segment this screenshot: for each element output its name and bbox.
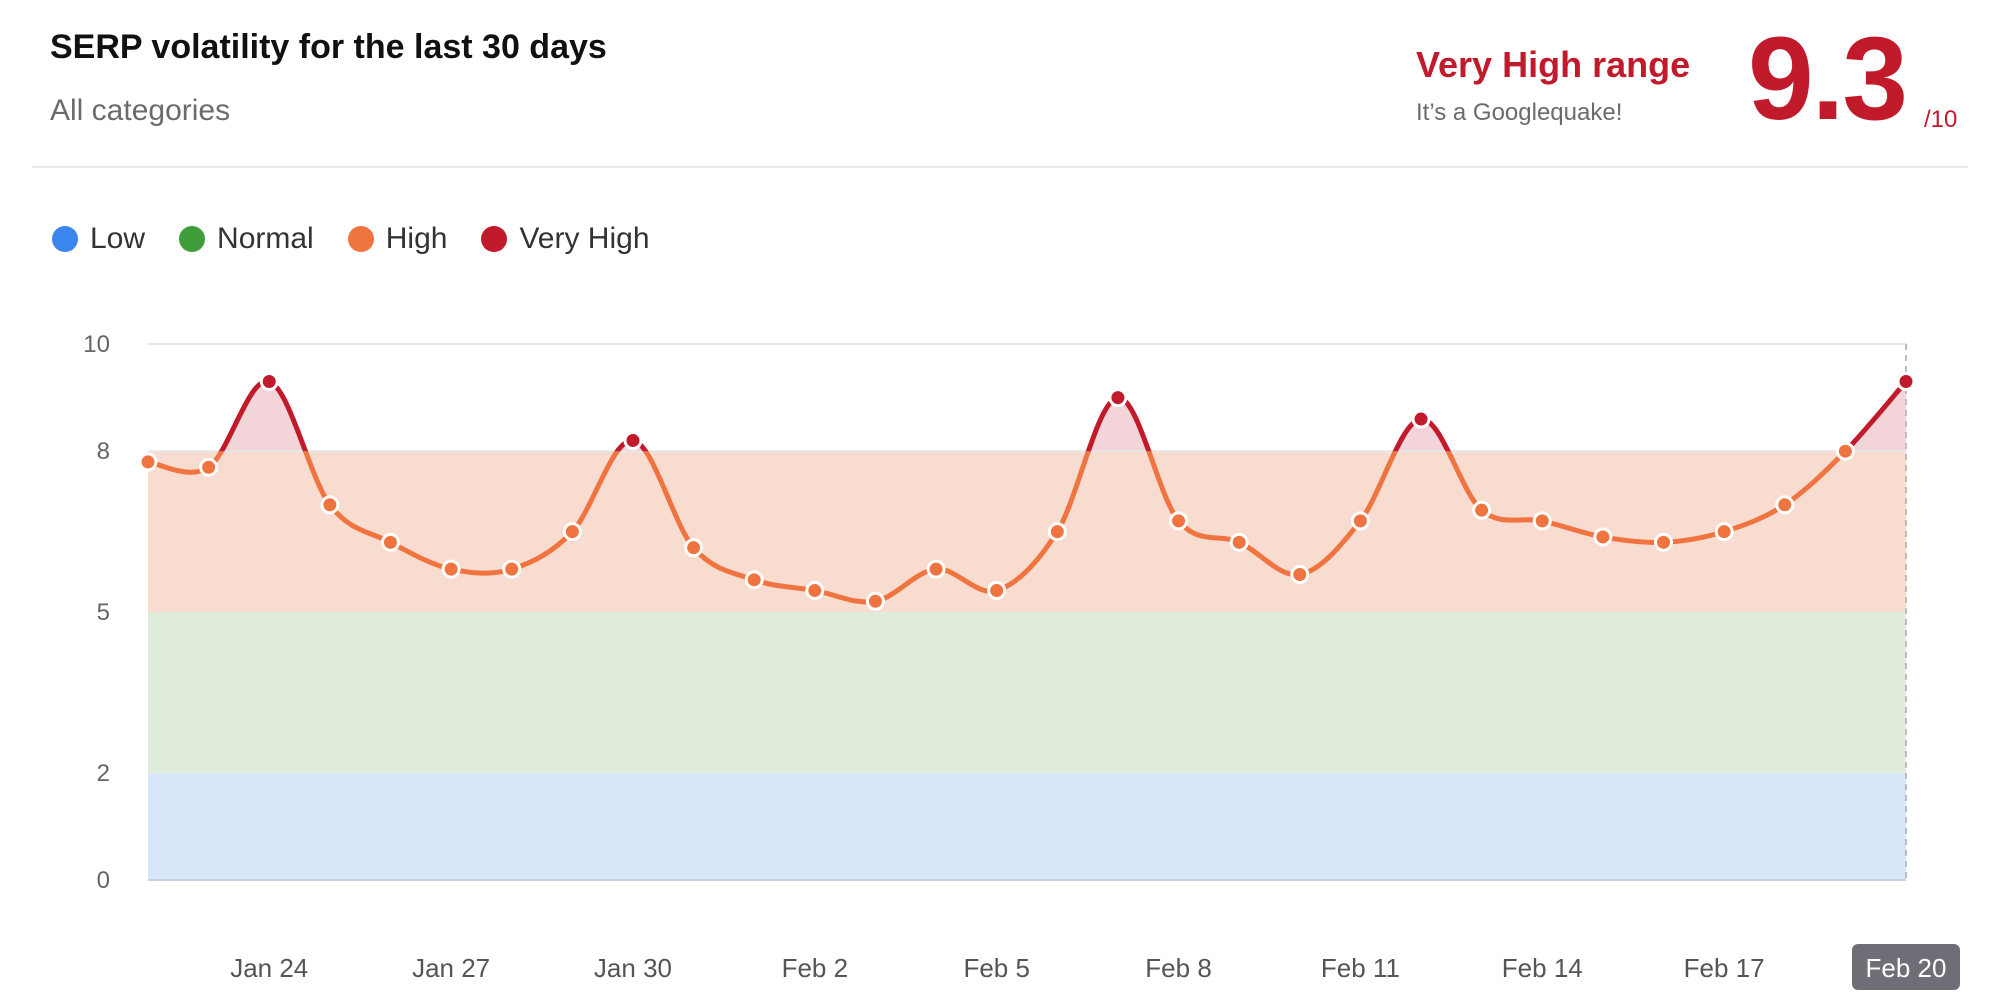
data-point	[138, 452, 158, 472]
data-point	[502, 559, 522, 579]
legend-dot-normal	[179, 226, 206, 252]
range-description: It’s a Googlequake!	[1416, 99, 1623, 126]
y-tick-label: 5	[97, 599, 110, 626]
y-tick-label: 8	[97, 438, 110, 465]
series-line-high	[147, 451, 1849, 605]
legend-dot-low	[52, 226, 78, 252]
legend-label-normal: Normal	[217, 222, 314, 255]
x-tick-label: Jan 24	[230, 953, 308, 983]
legend-item-normal[interactable]: Normal	[179, 222, 314, 256]
x-tick-label: Feb 14	[1502, 953, 1583, 983]
data-point	[1654, 532, 1674, 552]
volatility-score: 9.3	[1748, 13, 1908, 145]
legend-item-high[interactable]: High	[347, 222, 448, 256]
data-point	[1047, 522, 1067, 542]
legend-label-high: High	[385, 222, 448, 255]
data-point	[1532, 511, 1552, 531]
data-point	[320, 495, 340, 515]
category-filter[interactable]: All categories	[50, 94, 231, 127]
data-point	[1350, 511, 1370, 531]
x-tick-highlight	[1852, 944, 1960, 990]
chart-title: SERP volatility for the last 30 days	[50, 28, 607, 66]
x-tick-label: Feb 5	[963, 953, 1030, 983]
data-point	[1411, 409, 1431, 429]
data-point	[684, 538, 704, 558]
x-tick-label: Feb 2	[782, 953, 849, 983]
data-point	[1472, 500, 1492, 520]
legend-label-very-high: Very High	[519, 222, 650, 255]
chart-legend: Low Normal High Very High	[52, 222, 650, 256]
volatility-score-max: /10	[1924, 106, 1958, 133]
legend-item-low[interactable]: Low	[52, 222, 145, 256]
data-point	[1714, 522, 1734, 542]
range-label: Very High range	[1416, 44, 1691, 85]
data-point	[1896, 372, 1916, 392]
legend-label-low: Low	[90, 222, 146, 255]
band-low	[148, 772, 1906, 880]
data-point	[865, 591, 885, 611]
x-tick-label: Feb 11	[1321, 953, 1400, 983]
x-tick-label: Jan 27	[412, 953, 490, 983]
data-point	[987, 581, 1007, 601]
data-point	[623, 430, 643, 450]
legend-dot-high	[347, 226, 374, 252]
legend-item-very-high[interactable]: Very High	[481, 222, 650, 256]
data-point	[1169, 511, 1189, 531]
header-divider	[32, 166, 1968, 168]
x-tick-label: Jan 30	[594, 953, 672, 983]
y-tick-label: 0	[97, 867, 110, 894]
data-point	[259, 372, 279, 392]
data-point	[744, 570, 764, 590]
data-point	[1835, 441, 1855, 461]
x-tick-label: Feb 17	[1684, 953, 1765, 983]
x-tick-label: Feb 8	[1145, 953, 1212, 983]
data-point	[380, 532, 400, 552]
y-tick-label: 2	[97, 760, 110, 787]
y-tick-label: 10	[83, 331, 110, 358]
data-point	[926, 559, 946, 579]
legend-dot-very-high	[481, 226, 508, 252]
data-point	[1593, 527, 1613, 547]
data-point	[199, 457, 219, 477]
data-point	[441, 559, 461, 579]
data-point	[1775, 495, 1795, 515]
band-normal	[148, 612, 1906, 773]
data-point	[805, 581, 825, 601]
data-point	[1108, 388, 1128, 408]
data-point	[562, 522, 582, 542]
data-point	[1290, 564, 1310, 584]
x-tick-label: Feb 20	[1866, 953, 1947, 983]
data-point	[1229, 532, 1249, 552]
